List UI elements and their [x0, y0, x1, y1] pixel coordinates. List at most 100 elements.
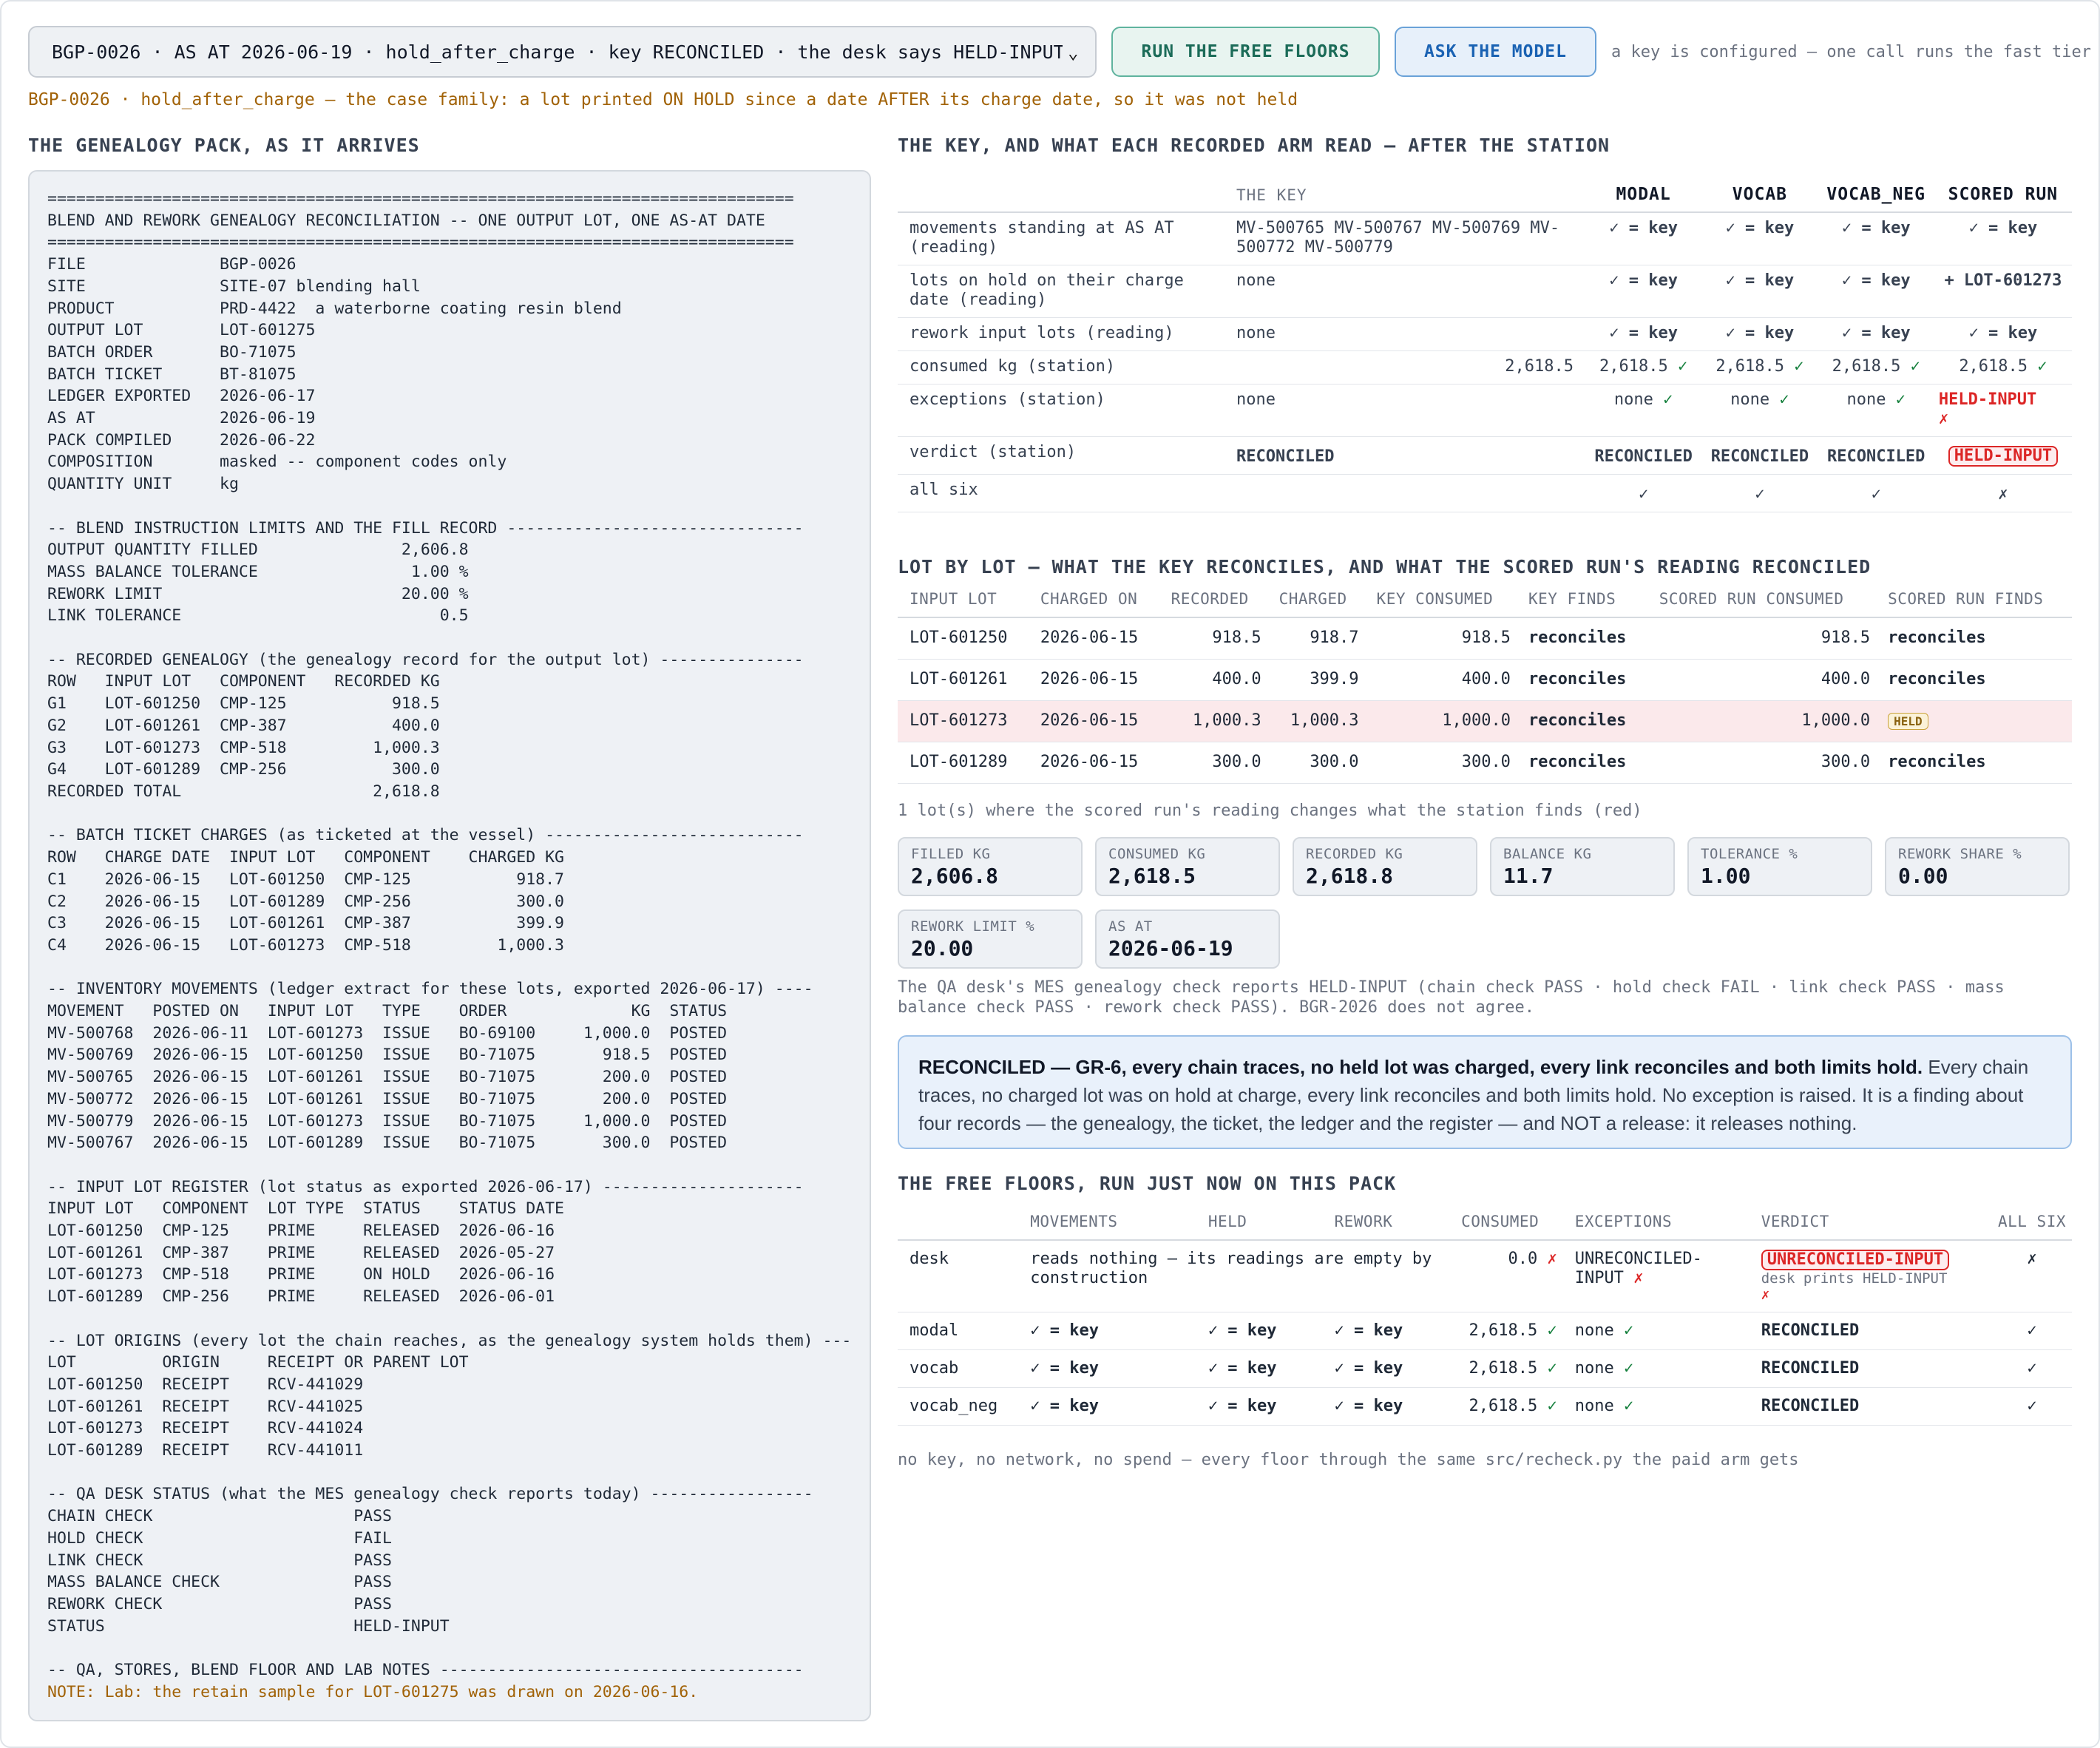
scored-value: ✓ = key — [1934, 212, 2072, 265]
vocab-neg-value: none ✓ — [1818, 384, 1934, 437]
charged: 1,000.3 — [1267, 700, 1365, 742]
all-six-value: ✗ — [1985, 1240, 2072, 1312]
scored-value: HELD-INPUT ✗ — [1934, 384, 2072, 437]
floors-heading: THE FREE FLOORS, RUN JUST NOW ON THIS PA… — [898, 1173, 1397, 1194]
rework-value: ✓ = key — [1322, 1387, 1450, 1426]
vocab-value: ✓ = key — [1701, 265, 1818, 318]
verdict-value: RECONCILED — [1749, 1387, 1986, 1426]
vocab-value: none ✓ — [1701, 384, 1818, 437]
ask-model-button[interactable]: ASK THE MODEL — [1394, 27, 1596, 77]
charged-on: 2026-06-15 — [1028, 742, 1159, 784]
vocab-value: ✓ = key — [1701, 317, 1818, 351]
check-icon: ✓ — [1701, 474, 1818, 512]
lot-table-heading: LOT BY LOT — WHAT THE KEY RECONCILES, AN… — [898, 556, 1872, 577]
col-all-six: ALL SIX — [1985, 1213, 2072, 1241]
charged: 399.9 — [1267, 659, 1365, 701]
recorded: 918.5 — [1159, 617, 1267, 660]
genealogy-pack: ========================================… — [28, 170, 871, 1721]
col-scored-run: SCORED RUN — [1934, 169, 2072, 213]
check-icon: ✓ — [1585, 474, 1702, 512]
key-table-header: THE KEY MODAL VOCAB VOCAB_NEG SCORED RUN — [898, 169, 2072, 213]
key-table: THE KEY MODAL VOCAB VOCAB_NEG SCORED RUN… — [898, 169, 2072, 512]
consumed-value: 2,618.5 ✓ — [1449, 1349, 1563, 1388]
verdict-value: UNRECONCILED-INPUT desk prints HELD-INPUT… — [1749, 1240, 1986, 1312]
stat-card: TOLERANCE % 1.00 — [1687, 837, 1872, 896]
lot-table-header: INPUT LOT CHARGED ON RECORDED CHARGED KE… — [898, 590, 2072, 618]
table-row: LOT-601289 2026-06-15 300.0 300.0 300.0 … — [898, 742, 2072, 784]
charged-on: 2026-06-15 — [1028, 617, 1159, 660]
scored-consumed: 400.0 — [1647, 659, 1877, 701]
stat-label: REWORK LIMIT % — [911, 918, 1035, 935]
key-table-heading: THE KEY, AND WHAT EACH RECORDED ARM READ… — [898, 135, 1610, 156]
scored-finds: HELD — [1876, 700, 2072, 742]
table-row: movements standing at AS AT (reading) MV… — [898, 212, 2072, 265]
check-icon: ✓ — [1779, 390, 1789, 409]
consumed-value: 2,618.5 — [1832, 357, 1901, 376]
pack-lab-note: NOTE: Lab: the retain sample for LOT-601… — [47, 1682, 699, 1701]
col-charged: CHARGED — [1267, 590, 1365, 618]
scored-consumed: 918.5 — [1647, 617, 1877, 660]
consumed-value: 2,618.5 ✓ — [1449, 1387, 1563, 1426]
col-consumed: CONSUMED — [1449, 1213, 1563, 1241]
all-six-value: ✓ — [1985, 1312, 2072, 1350]
col-rework: REWORK — [1322, 1213, 1450, 1241]
stat-label: RECORDED KG — [1306, 846, 1403, 862]
cross-icon: ✗ — [1934, 474, 2072, 512]
vocab-neg-value: ✓ = key — [1818, 212, 1934, 265]
exceptions-value: none ✓ — [1562, 1387, 1750, 1426]
run-free-floors-button[interactable]: RUN THE FREE FLOORS — [1111, 27, 1380, 77]
key-value: 2,618.5 — [1232, 350, 1585, 385]
row-label: verdict (station) — [898, 436, 1232, 475]
status-badge: UNRECONCILED-INPUT — [1761, 1250, 1950, 1270]
table-row: consumed kg (station) 2,618.5 2,618.5 ✓ … — [898, 350, 2072, 385]
stat-card: FILLED KG 2,606.8 — [898, 837, 1083, 896]
check-icon: ✓ — [1623, 1321, 1634, 1340]
check-icon: ✓ — [1663, 390, 1673, 409]
scored-value: ✓ = key — [1934, 317, 2072, 351]
key-value: MV-500765 MV-500767 MV-500769 MV-500772 … — [1232, 212, 1585, 265]
table-row: LOT-601261 2026-06-15 400.0 399.9 400.0 … — [898, 659, 2072, 701]
case-select[interactable]: BGP-0026 · AS AT 2026-06-19 · hold_after… — [28, 26, 1097, 78]
col-scored-finds: SCORED RUN FINDS — [1876, 590, 2072, 618]
recorded: 400.0 — [1159, 659, 1267, 701]
held-badge: HELD — [1888, 713, 1928, 730]
consumed-value: 2,618.5 — [1715, 357, 1785, 376]
col-scored-consumed: SCORED RUN CONSUMED — [1647, 590, 1877, 618]
stat-card: AS AT 2026-06-19 — [1095, 909, 1280, 969]
scored-consumed: 1,000.0 — [1647, 700, 1877, 742]
col-verdict: VERDICT — [1749, 1213, 1986, 1241]
movements-value: ✓ = key — [1018, 1387, 1196, 1426]
stat-value: 1.00 — [1701, 864, 1751, 888]
col-key-finds: KEY FINDS — [1516, 590, 1647, 618]
key-value: none — [1232, 317, 1585, 351]
modal-value: 2,618.5 ✓ — [1585, 350, 1702, 385]
stat-value: 2,606.8 — [911, 864, 999, 888]
lot-table: INPUT LOT CHARGED ON RECORDED CHARGED KE… — [898, 590, 2072, 784]
exceptions-text: none — [1574, 1397, 1614, 1415]
consumed-number: 0.0 — [1508, 1250, 1538, 1268]
key-value — [1232, 474, 1585, 512]
chevron-down-icon: ⌄ — [1063, 42, 1084, 63]
consumed-value: 0.0 ✗ — [1449, 1240, 1563, 1312]
key-value: none — [1232, 384, 1585, 437]
table-row: modal ✓ = key ✓ = key ✓ = key 2,618.5 ✓ … — [898, 1312, 2072, 1350]
consumed-number: 2,618.5 — [1469, 1321, 1538, 1340]
col-floor — [898, 1213, 1019, 1241]
consumed-number: 2,618.5 — [1469, 1359, 1538, 1378]
cross-icon: ✗ — [1761, 1287, 1770, 1303]
check-icon: ✓ — [1895, 390, 1906, 409]
exceptions-text: none — [1574, 1321, 1614, 1340]
charged-on: 2026-06-15 — [1028, 700, 1159, 742]
col-recorded: RECORDED — [1159, 590, 1267, 618]
key-consumed: 400.0 — [1364, 659, 1517, 701]
exceptions-value: none ✓ — [1562, 1349, 1750, 1388]
scored-finds: reconciles — [1876, 742, 2072, 784]
scored-finds: reconciles — [1876, 659, 2072, 701]
floors-table: MOVEMENTS HELD REWORK CONSUMED EXCEPTION… — [898, 1213, 2072, 1426]
row-label: rework input lots (reading) — [898, 317, 1232, 351]
toolbar: BGP-0026 · AS AT 2026-06-19 · hold_after… — [28, 25, 2091, 78]
scored-consumed: 300.0 — [1647, 742, 1877, 784]
verdict-value: RECONCILED — [1749, 1349, 1986, 1388]
consumed-number: 2,618.5 — [1469, 1397, 1538, 1415]
